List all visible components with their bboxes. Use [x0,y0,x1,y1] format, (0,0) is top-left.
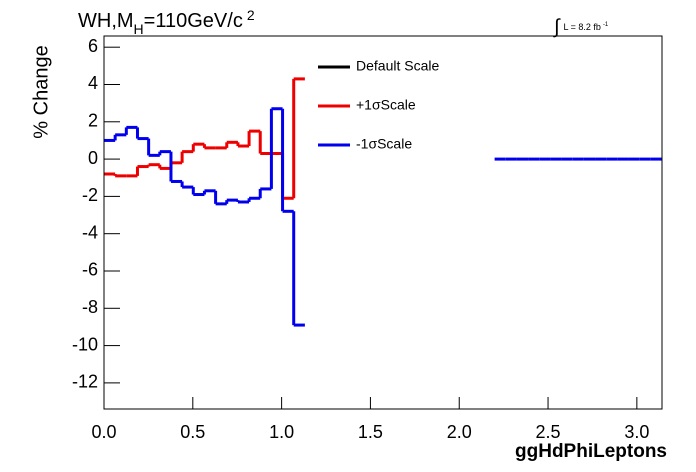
title-sub: H [134,21,144,37]
y-tick-label: 2 [88,111,98,131]
lumi: ∫ L = 8.2 fb -1 [553,16,609,38]
plot-frame [103,35,663,410]
y-axis-label: % Change [30,45,52,138]
x-tick-label: 2.5 [536,422,561,442]
lumi-text: L = 8.2 fb [563,22,600,32]
y-tick-label: -4 [82,222,98,242]
legend-label: Default Scale [356,58,439,74]
x-tick-label: 1.5 [358,422,383,442]
y-tick-label: -12 [72,372,98,392]
chart-title: WH,MH=110GeV/c 2 [78,7,255,37]
x-tick-label: 3.0 [624,422,649,442]
title-rest: =110GeV/c [144,10,243,32]
legend-label: -1σScale [356,136,412,152]
y-tick-label: -6 [82,260,98,280]
x-tick-label: 0.0 [91,422,116,442]
lumi-integral: ∫ [553,16,561,38]
y-tick-label: -10 [72,334,98,354]
title-main: WH,M [78,10,134,32]
lumi-sup: -1 [603,22,609,28]
y-tick-label: 4 [88,73,98,93]
y-tick-label: 6 [88,36,98,56]
y-tick-label: -8 [82,297,98,317]
x-tick-label: 1.0 [269,422,294,442]
title-sup: 2 [247,7,255,23]
x-axis-label: ggHdPhiLeptons [515,441,667,462]
x-tick-label: 2.0 [447,422,472,442]
y-tick-label: 0 [88,148,98,168]
y-tick-label: -2 [82,185,98,205]
x-tick-label: 0.5 [180,422,205,442]
legend-label: +1σScale [356,97,416,113]
